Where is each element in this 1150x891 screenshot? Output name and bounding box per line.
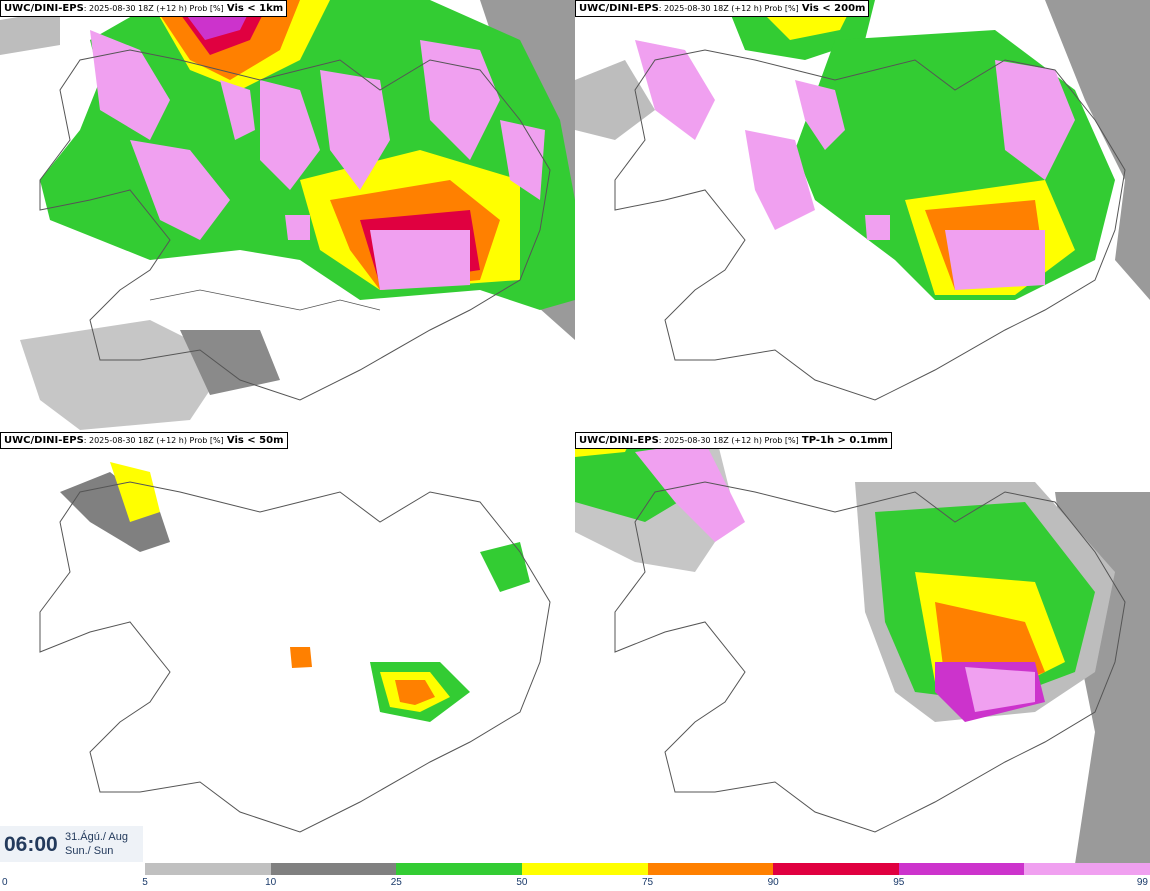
variable-label: Vis < 200m — [801, 3, 866, 14]
probability-map-vis-50m — [39, 462, 551, 833]
valid-date-line2: Sun./ Sun — [65, 845, 114, 857]
model-name: UWC/DINI-EPS — [579, 435, 659, 446]
model-name: UWC/DINI-EPS — [579, 3, 659, 14]
colorbar-segment — [270, 863, 397, 875]
panel-title: UWC/DINI-EPS: 2025-08-30 18Z (+12 h) Pro… — [575, 0, 870, 17]
map-panel-tp-1h: UWC/DINI-EPS: 2025-08-30 18Z (+12 h) Pro… — [575, 432, 1150, 864]
variable-label: TP-1h > 0.1mm — [801, 435, 888, 446]
valid-time-box: 06:00 31.Ágú./ Aug Sun./ Sun — [0, 826, 143, 862]
valid-time: 06:00 — [4, 833, 58, 856]
colorbar-tick-label: 50 — [516, 877, 528, 888]
map-panel-vis-50m: UWC/DINI-EPS: 2025-08-30 18Z (+12 h) Pro… — [0, 432, 575, 864]
map-panel-vis-1km: UWC/DINI-EPS: 2025-08-30 18Z (+12 h) Pro… — [0, 0, 575, 432]
colorbar-segment — [647, 863, 774, 875]
map-panel-vis-200m: UWC/DINI-EPS: 2025-08-30 18Z (+12 h) Pro… — [575, 0, 1150, 432]
probability-map-vis-200m — [575, 0, 1150, 401]
colorbar-tick-label: 90 — [767, 877, 779, 888]
colorbar-tick-label: 95 — [893, 877, 905, 888]
colorbar-tick-label: 75 — [641, 877, 654, 888]
colorbar-tick-label: 10 — [265, 877, 277, 888]
colorbar — [145, 863, 1150, 875]
colorbar-segment — [521, 863, 648, 875]
run-meta: : 2025-08-30 18Z (+12 h) Prob [%] — [83, 436, 224, 445]
probability-map-vis-1km — [0, 0, 575, 430]
colorbar-segment — [898, 863, 1025, 875]
colorbar-segment — [396, 863, 522, 875]
colorbar-segment — [773, 863, 899, 875]
probability-map-tp-1h — [575, 432, 1150, 864]
colorbar-tick-label: 0 — [2, 877, 8, 888]
valid-date-line1: 31.Ágú./ Aug — [65, 831, 128, 843]
colorbar-tick-label: 25 — [390, 877, 402, 888]
run-meta: : 2025-08-30 18Z (+12 h) Prob [%] — [83, 4, 224, 13]
valid-date: 31.Ágú./ Aug Sun./ Sun — [65, 830, 128, 858]
panel-title: UWC/DINI-EPS: 2025-08-30 18Z (+12 h) Pro… — [575, 432, 892, 449]
model-name: UWC/DINI-EPS — [4, 435, 84, 446]
run-meta: : 2025-08-30 18Z (+12 h) Prob [%] — [658, 4, 799, 13]
variable-label: Vis < 50m — [226, 435, 284, 446]
colorbar-segment — [145, 863, 271, 875]
panel-title: UWC/DINI-EPS: 2025-08-30 18Z (+12 h) Pro… — [0, 432, 288, 449]
model-name: UWC/DINI-EPS — [4, 3, 84, 14]
colorbar-segment — [1024, 863, 1150, 875]
run-meta: : 2025-08-30 18Z (+12 h) Prob [%] — [658, 436, 799, 445]
colorbar-tick-label: 5 — [142, 877, 148, 888]
variable-label: Vis < 1km — [226, 3, 284, 14]
colorbar-tick-label: 99 — [1136, 877, 1148, 888]
panel-title: UWC/DINI-EPS: 2025-08-30 18Z (+12 h) Pro… — [0, 0, 288, 17]
